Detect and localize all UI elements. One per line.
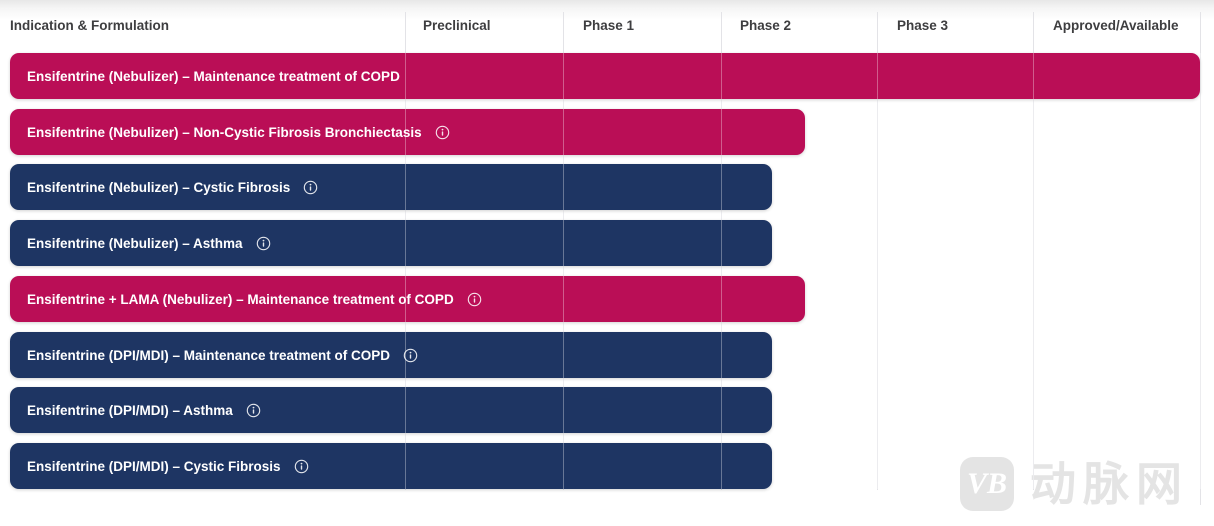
info-icon[interactable] bbox=[303, 180, 318, 195]
column-header-indication-formulation: Indication & Formulation bbox=[10, 18, 169, 33]
info-icon[interactable] bbox=[256, 236, 271, 251]
info-icon[interactable] bbox=[403, 348, 418, 363]
info-icon[interactable] bbox=[435, 125, 450, 140]
bar-label: Ensifentrine (DPI/MDI) – Maintenance tre… bbox=[27, 347, 391, 363]
bar-label: Ensifentrine (Nebulizer) – Non-Cystic Fi… bbox=[27, 124, 422, 140]
gridline-overlay bbox=[405, 53, 406, 489]
column-header-phase-1: Phase 1 bbox=[583, 18, 635, 33]
bar-label: Ensifentrine + LAMA (Nebulizer) – Mainte… bbox=[27, 291, 454, 307]
pipeline-bar-ensifentrine-lama-nebulizer-maintenance-treatment-of-copd: Ensifentrine + LAMA (Nebulizer) – Mainte… bbox=[10, 276, 805, 322]
bar-label: Ensifentrine (Nebulizer) – Asthma bbox=[27, 235, 243, 251]
gridline-overlay bbox=[1033, 53, 1034, 489]
watermark-logo: VB bbox=[960, 457, 1014, 511]
gridline-overlay bbox=[721, 53, 722, 489]
pipeline-bar-ensifentrine-nebulizer-asthma: Ensifentrine (Nebulizer) – Asthma bbox=[10, 220, 772, 266]
pipeline-bar-ensifentrine-dpi-mdi-asthma: Ensifentrine (DPI/MDI) – Asthma bbox=[10, 387, 772, 433]
pipeline-bar-ensifentrine-nebulizer-cystic-fibrosis: Ensifentrine (Nebulizer) – Cystic Fibros… bbox=[10, 164, 772, 210]
pipeline-bar-ensifentrine-dpi-mdi-maintenance-treatment-of-copd: Ensifentrine (DPI/MDI) – Maintenance tre… bbox=[10, 332, 772, 378]
gridline bbox=[1033, 12, 1034, 490]
gridline-overlay bbox=[1200, 53, 1201, 489]
info-icon[interactable] bbox=[294, 459, 309, 474]
column-header-phase-3: Phase 3 bbox=[897, 18, 949, 33]
column-header-approved-available: Approved/Available bbox=[1053, 18, 1179, 33]
pipeline-bar-ensifentrine-dpi-mdi-cystic-fibrosis: Ensifentrine (DPI/MDI) – Cystic Fibrosis bbox=[10, 443, 772, 489]
gridline-overlay bbox=[563, 53, 564, 489]
watermark-text: 动脉网 bbox=[1030, 458, 1189, 510]
pipeline-bar-ensifentrine-nebulizer-non-cystic-fibrosis-bronchiectasis: Ensifentrine (Nebulizer) – Non-Cystic Fi… bbox=[10, 109, 805, 155]
bar-label: Ensifentrine (Nebulizer) – Cystic Fibros… bbox=[27, 179, 291, 195]
info-icon[interactable] bbox=[467, 292, 482, 307]
gridline bbox=[877, 12, 878, 490]
column-header-phase-2: Phase 2 bbox=[740, 18, 792, 33]
gridline bbox=[1200, 12, 1201, 505]
watermark: VB 动脉网 bbox=[960, 455, 1210, 513]
info-icon[interactable] bbox=[246, 403, 261, 418]
bar-label: Ensifentrine (DPI/MDI) – Cystic Fibrosis bbox=[27, 458, 281, 474]
column-header-preclinical: Preclinical bbox=[423, 18, 491, 33]
pipeline-bar-ensifentrine-nebulizer-maintenance-treatment-of-copd: Ensifentrine (Nebulizer) – Maintenance t… bbox=[10, 53, 1200, 99]
bar-label: Ensifentrine (DPI/MDI) – Asthma bbox=[27, 402, 233, 418]
gridline-overlay bbox=[877, 53, 878, 489]
bar-label: Ensifentrine (Nebulizer) – Maintenance t… bbox=[27, 68, 400, 84]
